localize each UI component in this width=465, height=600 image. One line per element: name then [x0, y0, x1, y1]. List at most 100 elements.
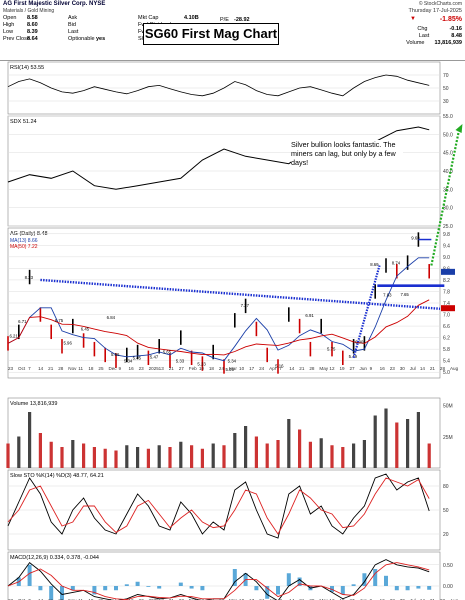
macd-hist-bar — [135, 581, 140, 586]
volume-bar — [233, 433, 237, 468]
y-tick-label: 5.8 — [443, 347, 450, 353]
x-tick-label: Feb — [189, 366, 197, 371]
x-tick-label: 16 — [380, 366, 386, 371]
x-tick-label: 24 — [259, 366, 265, 371]
ma50-line — [7, 299, 430, 356]
x-tick-label: Apr — [269, 366, 277, 371]
sector: Materials / Gold Mining — [3, 8, 55, 14]
x-tick-label: Dec — [108, 598, 117, 600]
price-label: 5.45 — [133, 355, 142, 360]
x-tick-label: 14 — [38, 366, 44, 371]
x-tick-label: 21 — [48, 598, 54, 600]
rsi-line — [7, 74, 430, 97]
macd-hist-bar — [70, 586, 75, 591]
x-tick-label: 14 — [289, 366, 295, 371]
x-tick-label: 18 — [88, 598, 94, 600]
y-tick-label: 80 — [443, 484, 449, 490]
panel-title: RSI(14) 53.55 — [10, 65, 44, 71]
projection-arrow — [430, 127, 461, 266]
volume-bar — [60, 447, 64, 468]
x-tick-label: 7 — [28, 366, 31, 371]
y-tick-label: 9.4 — [443, 243, 450, 249]
volume-bar — [287, 419, 291, 468]
header-right-top: © StockCharts.com — [419, 1, 462, 7]
exchange: NYSE — [89, 1, 106, 7]
volume-bar — [330, 445, 334, 468]
volume-bar — [49, 441, 53, 468]
x-tick-label: Feb — [189, 598, 197, 600]
volume-bar — [146, 448, 150, 468]
x-tick-label: 23 — [139, 598, 145, 600]
x-tick-label: Aug — [450, 366, 459, 371]
volume-bar — [244, 426, 248, 468]
x-tick-label: Mar — [229, 366, 237, 371]
y-tick-label: 55.0 — [443, 114, 453, 120]
chg-field: Chg -0.16 — [417, 26, 462, 32]
price-label: 5.96 — [63, 341, 72, 346]
x-tick-label: 11 — [78, 366, 83, 371]
volume-bar — [352, 443, 356, 468]
volume-bar — [265, 443, 269, 468]
x-tick-label: 9 — [370, 598, 373, 600]
x-tick-label: 23 — [139, 366, 145, 371]
volume-bar — [427, 443, 431, 468]
price-label: 5.16 — [275, 364, 284, 369]
sto-k-line — [7, 473, 430, 539]
x-tick-label: 23 — [8, 598, 14, 600]
x-tick-label: 14 — [38, 598, 44, 600]
price-label: 8.69 — [370, 262, 379, 267]
macd-hist-bar — [146, 586, 151, 587]
y-tick-label: 7.4 — [443, 301, 450, 307]
price-label: 7.63 — [383, 292, 392, 297]
macd-hist-bar — [49, 586, 54, 600]
x-tick-label: 23 — [8, 366, 14, 371]
x-tick-label: 13 — [159, 366, 165, 371]
volume-bar — [82, 443, 86, 468]
arrow-head-icon — [455, 124, 463, 133]
panel-title: MACD(12,26,9) 0.334, 0.378, -0.044 — [10, 555, 99, 561]
y-tick-label: 25.0 — [443, 224, 453, 230]
source-credit: © StockCharts.com — [418, 1, 462, 7]
date: Thursday 17-Jul-2025 — [408, 8, 462, 14]
x-tick-label: 21 — [169, 598, 175, 600]
x-tick-label: 28 — [440, 598, 446, 600]
x-tick-label: 2025 — [149, 598, 160, 600]
volume-bar — [38, 433, 42, 468]
volume-bar — [222, 445, 226, 468]
panel-title: Volume 13,816,939 — [10, 401, 57, 407]
x-tick-label: 21 — [48, 366, 54, 371]
y-tick-label: 7.0 — [443, 313, 450, 319]
macd-hist-bar — [60, 586, 64, 600]
macd-hist-bar — [157, 586, 162, 589]
x-tick-label: 14 — [420, 598, 426, 600]
volume-bar — [114, 450, 118, 468]
x-tick-label: 16 — [380, 598, 386, 600]
x-tick-label: 21 — [430, 366, 436, 371]
macd-hist-bar — [114, 586, 118, 591]
x-tick-label: 10 — [199, 366, 205, 371]
volume-bar — [395, 422, 399, 468]
macd-hist-bar — [27, 564, 32, 586]
y-tick-label: 35.0 — [443, 187, 453, 193]
macd-hist-bar — [178, 582, 183, 586]
price-label: 6.00 — [355, 339, 364, 344]
price-label: 7.65 — [400, 292, 409, 297]
price-label: 5.23 — [197, 362, 206, 367]
annotation-note: Silver bullion looks fantastic. The mine… — [291, 140, 403, 167]
y-tick-label: 6.2 — [443, 336, 450, 342]
price-label: 5.65 — [163, 349, 172, 354]
y-tick-label: 6.6 — [443, 324, 450, 330]
x-tick-label: 16 — [129, 366, 135, 371]
price-label: 6.45 — [81, 326, 90, 331]
price-label: 5.47 — [150, 355, 159, 360]
x-tick-label: 27 — [350, 598, 356, 600]
field-ask: Ask — [68, 15, 78, 21]
x-tick-label: 12 — [329, 366, 335, 371]
price-label: 6.84 — [107, 315, 116, 320]
macd-hist-bar — [200, 586, 205, 591]
sdx-panel: SDX 51.24 25.0 30.0 35.0 40.0 45.0 50.0 55.0 — [7, 114, 453, 230]
x-tick-label: Apr — [269, 598, 277, 600]
rsi-panel: RSI(14) 53.55 30 50 70 — [7, 61, 449, 115]
change-pct: ▼ -1.85% — [410, 16, 462, 23]
x-tick-label: Dec — [108, 366, 117, 371]
